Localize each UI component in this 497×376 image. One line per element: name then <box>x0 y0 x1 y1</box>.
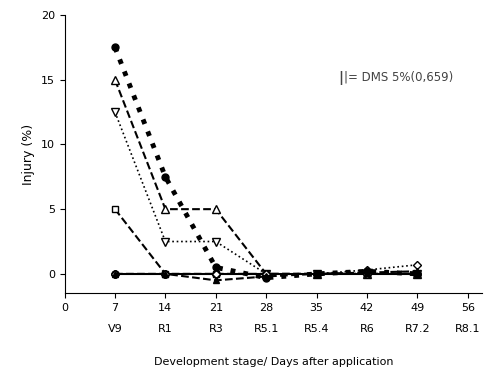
Text: R7.2: R7.2 <box>405 324 430 334</box>
Text: R3: R3 <box>208 324 223 334</box>
Text: |= DMS 5%(0,659): |= DMS 5%(0,659) <box>344 71 454 84</box>
Text: Development stage/ Days after application: Development stage/ Days after applicatio… <box>154 357 393 367</box>
Text: V9: V9 <box>108 324 122 334</box>
Text: R1: R1 <box>158 324 173 334</box>
Text: R5.1: R5.1 <box>253 324 279 334</box>
Text: R8.1: R8.1 <box>455 324 481 334</box>
Text: R6: R6 <box>359 324 374 334</box>
Text: R5.4: R5.4 <box>304 324 330 334</box>
Y-axis label: Injury (%): Injury (%) <box>22 124 35 185</box>
Text: |: | <box>338 71 343 85</box>
